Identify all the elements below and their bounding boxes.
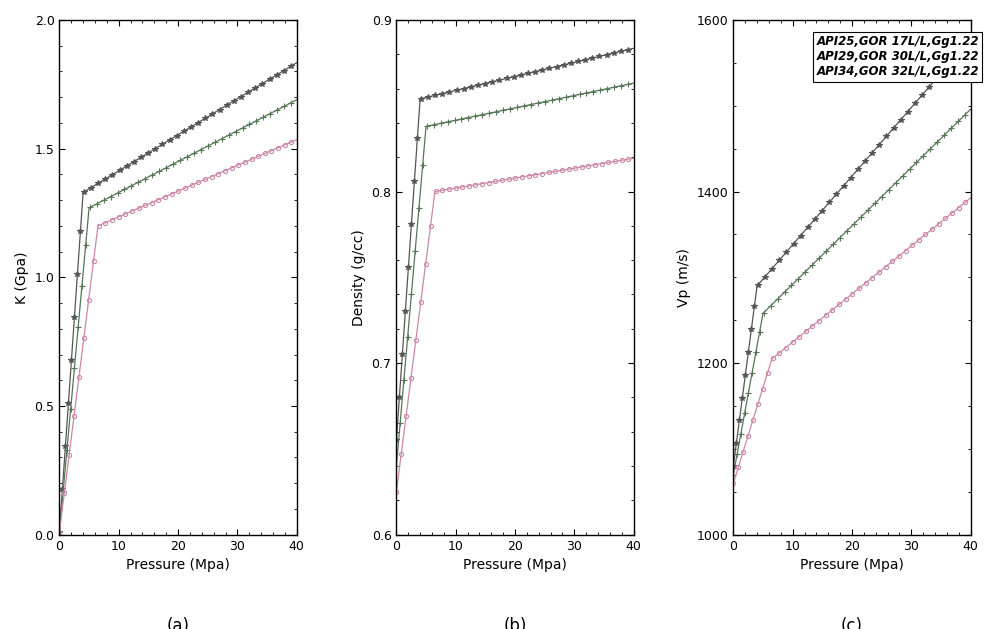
Text: API25,GOR 17L/L,Gg1.22
API29,GOR 30L/L,Gg1.22
API34,GOR 32L/L,Gg1.22: API25,GOR 17L/L,Gg1.22 API29,GOR 30L/L,G… [816,35,979,79]
X-axis label: Pressure (Mpa): Pressure (Mpa) [463,558,567,572]
Text: (a): (a) [167,617,190,629]
Text: (c): (c) [841,617,863,629]
Text: (b): (b) [503,617,527,629]
Y-axis label: K (Gpa): K (Gpa) [15,251,29,304]
Y-axis label: Density (g/cc): Density (g/cc) [352,229,366,326]
Y-axis label: Vp (m/s): Vp (m/s) [677,248,691,307]
X-axis label: Pressure (Mpa): Pressure (Mpa) [126,558,230,572]
X-axis label: Pressure (Mpa): Pressure (Mpa) [800,558,904,572]
